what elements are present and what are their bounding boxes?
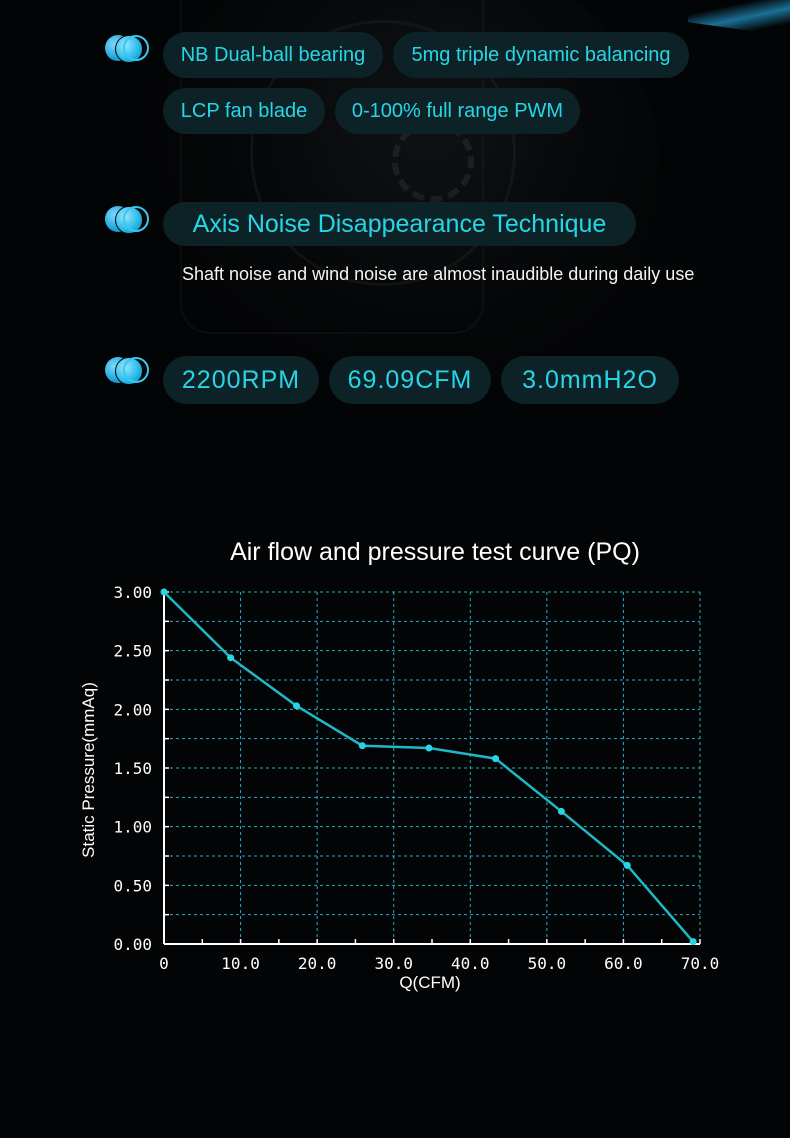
bullet-icon <box>105 204 149 234</box>
chart-tick-labels: 0 10.0 20.0 30.0 40.0 50.0 60.0 70.0 0.00 0.50 1.0… <box>113 583 719 973</box>
pq-data-point <box>557 807 565 815</box>
noise-description: Shaft noise and wind noise are almost in… <box>182 264 695 284</box>
feature-pwm-range: 0-100% full range PWM <box>335 88 580 134</box>
bullet-icon <box>105 355 149 385</box>
chart-axes <box>163 591 701 945</box>
x-tick-label: 20.0 <box>298 954 337 973</box>
x-axis-label: Q(CFM) <box>399 973 460 992</box>
pq-data-point <box>425 744 433 752</box>
x-tick-label: 70.0 <box>681 954 720 973</box>
x-tick-label: 10.0 <box>221 954 260 973</box>
pq-data-point <box>492 755 500 763</box>
chart-title: Air flow and pressure test curve (PQ) <box>230 538 640 566</box>
y-tick-label: 3.00 <box>113 583 152 602</box>
noise-technique-title: Axis Noise Disappearance Technique <box>163 202 636 246</box>
x-tick-label: 40.0 <box>451 954 490 973</box>
y-tick-label: 1.00 <box>113 818 152 837</box>
bullet-icon <box>105 33 149 63</box>
pq-data-point <box>358 742 366 750</box>
y-tick-label: 1.50 <box>113 759 152 778</box>
x-tick-label: 0 <box>159 954 169 973</box>
y-axis-label: Static Pressure(mmAq) <box>79 682 98 858</box>
spec-rpm: 2200RPM <box>163 356 319 404</box>
spec-static-pressure: 3.0mmH2O <box>501 356 679 404</box>
feature-lcp-fan-blade: LCP fan blade <box>163 88 325 134</box>
y-tick-label: 2.00 <box>113 700 152 719</box>
pq-curve-line <box>163 591 695 943</box>
feature-dynamic-balancing: 5mg triple dynamic balancing <box>393 32 689 78</box>
x-tick-label: 60.0 <box>604 954 643 973</box>
pq-data-point <box>292 702 300 710</box>
pq-data-point <box>689 938 697 946</box>
chart-grid <box>164 591 701 944</box>
feature-dual-ball-bearing: NB Dual-ball bearing <box>163 32 383 78</box>
y-tick-label: 0.00 <box>113 935 152 954</box>
pq-data-point <box>160 588 168 596</box>
pq-data-point <box>227 654 235 662</box>
spec-airflow: 69.09CFM <box>329 356 491 404</box>
fan-ring-graphic <box>250 20 516 286</box>
x-tick-label: 50.0 <box>528 954 567 973</box>
chart-series <box>160 588 697 946</box>
x-tick-label: 30.0 <box>374 954 413 973</box>
y-tick-label: 0.50 <box>113 876 152 895</box>
pq-data-point <box>623 861 631 869</box>
y-tick-label: 2.50 <box>113 642 152 661</box>
